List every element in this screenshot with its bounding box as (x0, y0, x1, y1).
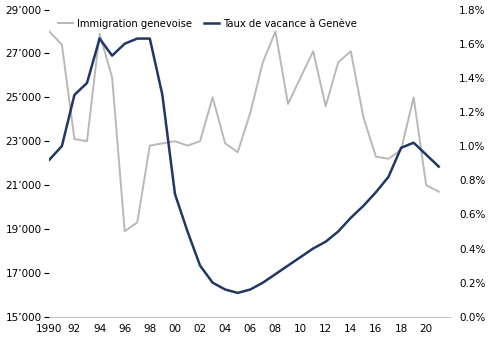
Immigration genevoise (373, 155, 379, 159)
Taux de vacance à Genève (410, 141, 416, 145)
Immigration genevoise (97, 32, 103, 36)
Taux de vacance à Genève (172, 192, 178, 196)
Immigration genevoise (260, 60, 266, 64)
Immigration genevoise (222, 141, 228, 146)
Immigration genevoise (385, 157, 391, 161)
Taux de vacance à Genève (247, 287, 253, 291)
Taux de vacance à Genève (109, 54, 115, 58)
Immigration genevoise (360, 115, 366, 119)
Taux de vacance à Genève (373, 190, 379, 194)
Immigration genevoise (298, 75, 303, 80)
Immigration genevoise (398, 148, 404, 152)
Taux de vacance à Genève (222, 287, 228, 291)
Immigration genevoise (348, 49, 354, 53)
Taux de vacance à Genève (147, 36, 153, 40)
Immigration genevoise (147, 143, 153, 148)
Immigration genevoise (59, 42, 65, 47)
Legend: Immigration genevoise, Taux de vacance à Genève: Immigration genevoise, Taux de vacance à… (55, 15, 361, 33)
Taux de vacance à Genève (97, 36, 103, 40)
Taux de vacance à Genève (323, 240, 328, 244)
Taux de vacance à Genève (84, 81, 90, 85)
Immigration genevoise (436, 190, 442, 194)
Taux de vacance à Genève (398, 146, 404, 150)
Taux de vacance à Genève (285, 264, 291, 268)
Immigration genevoise (197, 139, 203, 143)
Immigration genevoise (135, 220, 140, 224)
Immigration genevoise (323, 104, 328, 108)
Immigration genevoise (122, 229, 128, 233)
Immigration genevoise (185, 143, 191, 148)
Immigration genevoise (160, 141, 165, 146)
Taux de vacance à Genève (273, 272, 278, 276)
Taux de vacance à Genève (298, 255, 303, 259)
Immigration genevoise (84, 139, 90, 143)
Immigration genevoise (72, 137, 78, 141)
Taux de vacance à Genève (335, 230, 341, 234)
Immigration genevoise (235, 150, 241, 154)
Taux de vacance à Genève (210, 280, 216, 285)
Taux de vacance à Genève (360, 204, 366, 208)
Taux de vacance à Genève (197, 264, 203, 268)
Immigration genevoise (109, 75, 115, 80)
Immigration genevoise (210, 95, 216, 99)
Taux de vacance à Genève (72, 93, 78, 97)
Taux de vacance à Genève (310, 246, 316, 251)
Immigration genevoise (273, 30, 278, 34)
Immigration genevoise (423, 183, 429, 187)
Taux de vacance à Genève (235, 291, 241, 295)
Immigration genevoise (172, 139, 178, 143)
Immigration genevoise (285, 102, 291, 106)
Taux de vacance à Genève (260, 280, 266, 285)
Immigration genevoise (310, 49, 316, 53)
Taux de vacance à Genève (385, 175, 391, 179)
Taux de vacance à Genève (160, 93, 165, 97)
Immigration genevoise (46, 30, 52, 34)
Taux de vacance à Genève (436, 165, 442, 169)
Immigration genevoise (335, 60, 341, 64)
Line: Taux de vacance à Genève: Taux de vacance à Genève (49, 38, 439, 293)
Taux de vacance à Genève (46, 158, 52, 162)
Immigration genevoise (247, 110, 253, 115)
Line: Immigration genevoise: Immigration genevoise (49, 32, 439, 231)
Taux de vacance à Genève (423, 153, 429, 157)
Immigration genevoise (410, 95, 416, 99)
Taux de vacance à Genève (59, 144, 65, 148)
Taux de vacance à Genève (122, 42, 128, 46)
Taux de vacance à Genève (348, 216, 354, 220)
Taux de vacance à Genève (135, 36, 140, 40)
Taux de vacance à Genève (185, 230, 191, 234)
